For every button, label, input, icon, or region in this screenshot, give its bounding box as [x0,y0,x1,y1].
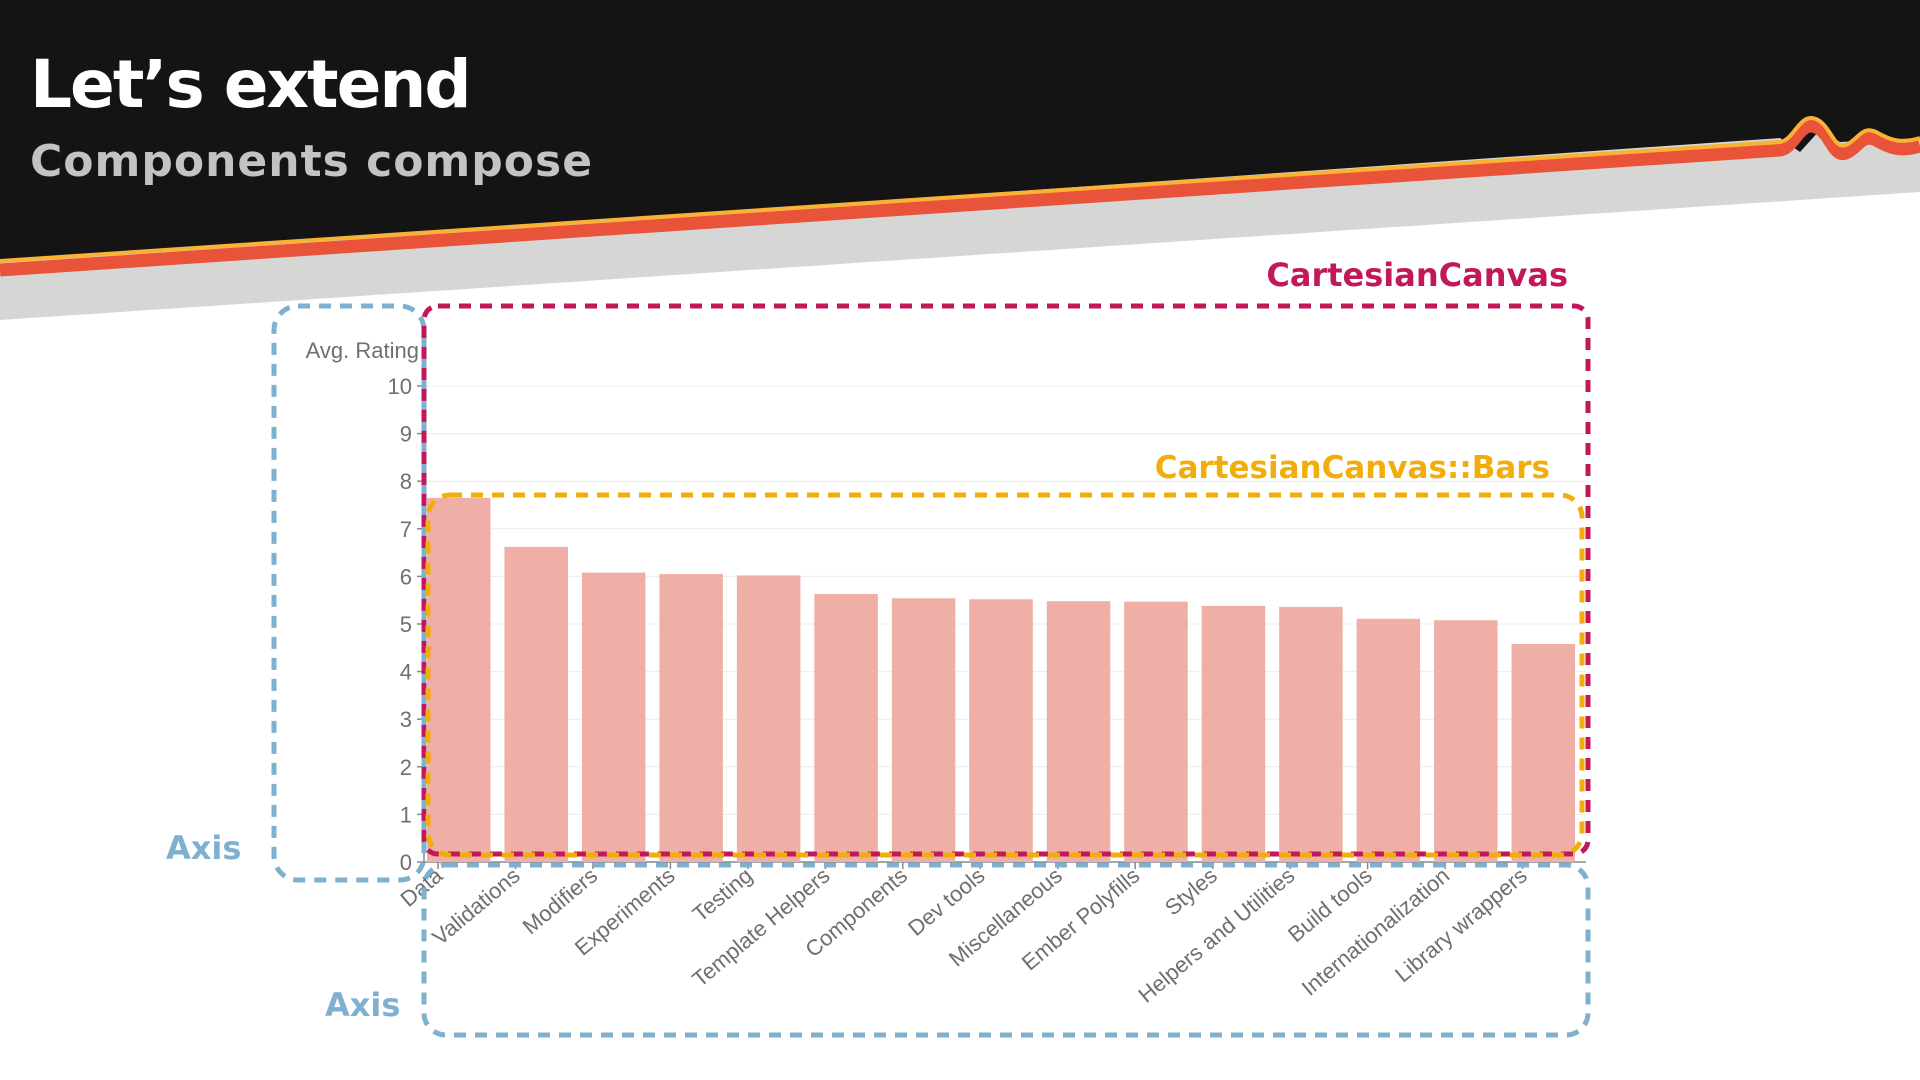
y-tick-label: 4 [400,660,412,685]
slide-subtitle: Components compose [30,136,594,187]
bar [427,497,491,862]
y-tick-label: 9 [400,422,412,447]
bar [659,574,723,862]
slide-title: Let’s extend [30,46,472,123]
bar [891,598,956,862]
y-tick-label: 2 [400,755,412,780]
bar [1434,620,1498,862]
y-tick-label: 5 [400,612,412,637]
y-tick-label: 7 [400,517,412,542]
y-axis-outline [271,303,427,883]
y-axis-title: Avg. Rating [306,338,419,363]
bars-outline [425,492,1585,858]
y-tick-label: 6 [400,564,412,589]
yellow-stripe [0,116,1920,263]
cartesian-canvas-outline [421,303,1591,857]
x-axis-outline [421,862,1591,1038]
y-tick-label: 1 [400,802,412,827]
bar [1511,643,1576,862]
bar [1279,606,1343,862]
bar [1356,618,1421,862]
bar [1201,605,1266,862]
header-background [0,0,1920,262]
bar [581,572,646,862]
bar [504,546,568,862]
cartesian-canvas-label: CartesianCanvas [1266,256,1568,294]
y-tick-label: 3 [400,707,412,732]
bar [969,599,1033,862]
bar [814,594,878,862]
bars-label: CartesianCanvas::Bars [1154,450,1550,486]
y-tick-label: 10 [388,374,412,399]
y-tick-label: 0 [400,850,412,875]
x-axis-label: Axis [325,986,401,1024]
bar [1046,601,1111,862]
bar [1124,601,1188,862]
y-tick-label: 8 [400,469,412,494]
y-axis-label: Axis [166,829,242,867]
bar [736,575,801,862]
red-stripe [0,119,1920,277]
